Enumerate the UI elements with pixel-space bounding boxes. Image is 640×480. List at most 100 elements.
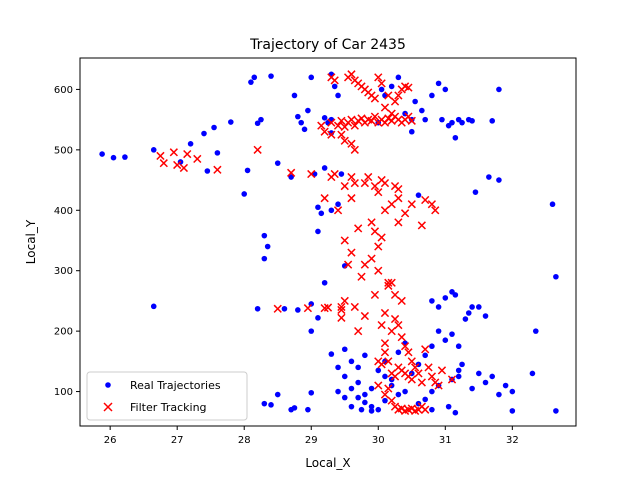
real-trajectory-point — [268, 402, 274, 408]
real-trajectory-point — [335, 92, 341, 99]
filter-tracking-point — [417, 378, 426, 387]
real-trajectory-point — [338, 171, 345, 177]
real-trajectory-point — [375, 406, 382, 413]
real-trajectory-point — [422, 352, 428, 359]
real-trajectory-point — [378, 86, 385, 93]
filter-tracking-point — [340, 296, 349, 306]
real-trajectory-point — [415, 192, 422, 198]
real-trajectory-point — [295, 113, 301, 120]
real-trajectory-point — [328, 207, 335, 214]
real-trajectory-point — [362, 352, 368, 359]
real-trajectory-point — [244, 167, 251, 174]
legend-label-filter: Filter Tracking — [130, 401, 207, 414]
filter-tracking-point — [360, 178, 369, 188]
filter-tracking-point — [367, 218, 376, 227]
real-trajectory-point — [469, 118, 475, 124]
real-trajectory-point — [449, 331, 455, 337]
real-trajectory-point — [368, 385, 375, 392]
real-trajectory-point — [452, 134, 459, 141]
filter-tracking-point — [447, 375, 457, 384]
real-trajectory-point — [502, 382, 509, 389]
x-tick-label: 31 — [439, 435, 452, 446]
filter-tracking-point — [404, 348, 413, 357]
x-tick-label: 26 — [104, 435, 117, 446]
filter-tracking-point — [327, 118, 336, 127]
real-trajectory-point — [402, 388, 408, 395]
filter-tracking-point — [333, 121, 343, 130]
real-trajectory-point — [261, 232, 268, 239]
real-trajectory-point — [476, 304, 482, 310]
filter-tracking-point — [387, 326, 396, 336]
legend-label-real: Real Trajectories — [130, 379, 221, 392]
filter-tracking-point — [387, 200, 396, 209]
real-trajectory-point — [553, 273, 559, 280]
filter-tracking-point — [414, 369, 423, 378]
filter-tracking-point — [333, 206, 343, 215]
filter-tracking-point — [421, 345, 430, 354]
real-trajectory-point — [429, 298, 435, 304]
filter-tracking-point — [287, 168, 296, 177]
real-trajectory-point — [331, 83, 338, 90]
filter-tracking-point — [360, 260, 369, 269]
real-trajectory-point — [308, 389, 315, 396]
filter-tracking-point — [407, 375, 416, 384]
filter-tracking-point — [421, 195, 430, 205]
filter-tracking-point — [354, 224, 363, 233]
x-tick-label: 29 — [305, 435, 318, 446]
filter-tracking-point — [350, 178, 359, 188]
real-trajectory-point — [214, 150, 221, 156]
real-trajectory-point — [452, 409, 459, 416]
filter-tracking-point — [394, 184, 403, 194]
filter-tracking-point — [337, 116, 346, 125]
filter-tracking-point — [213, 165, 222, 174]
plot-frame — [79, 57, 577, 427]
filter-tracking-point — [390, 290, 400, 300]
filter-tracking-point — [330, 76, 339, 85]
filter-tracking-point — [374, 73, 383, 82]
filter-tracking-point — [384, 384, 393, 393]
filter-tracking-point — [390, 314, 400, 324]
real-trajectory-point — [375, 367, 382, 374]
real-trajectory-point — [429, 92, 435, 99]
filter-tracking-point — [387, 109, 396, 118]
series-filter-tracking — [156, 70, 457, 416]
real-trajectory-point — [462, 316, 469, 322]
filter-tracking-point — [183, 149, 192, 159]
real-trajectory-point — [348, 403, 355, 410]
real-trajectory-point — [509, 388, 516, 395]
filter-tracking-point — [397, 296, 406, 306]
plot-background — [80, 58, 576, 426]
filter-tracking-point — [380, 308, 390, 318]
filter-tracking-point — [323, 303, 333, 312]
filter-tracking-point — [327, 172, 336, 182]
filter-tracking-point — [434, 381, 443, 390]
real-trajectory-point — [122, 154, 128, 160]
filter-tracking-point — [407, 200, 416, 209]
filter-tracking-point — [394, 218, 403, 227]
real-trajectory-point — [395, 391, 402, 398]
y-tick-label: 400 — [54, 206, 73, 217]
filter-tracking-point — [377, 175, 386, 185]
filter-tracking-point — [350, 302, 359, 312]
filter-tracking-point — [347, 70, 356, 79]
y-tick-label: 100 — [54, 387, 73, 398]
real-trajectory-point — [268, 73, 274, 79]
real-trajectory-point — [261, 400, 268, 407]
filter-tracking-point — [394, 194, 403, 203]
real-trajectory-point — [553, 408, 559, 414]
real-trajectory-point — [355, 379, 361, 386]
filter-tracking-point — [337, 305, 346, 315]
real-trajectory-point — [274, 391, 281, 398]
y-axis-label: Local_Y — [24, 219, 38, 264]
filter-tracking-point — [394, 91, 403, 100]
filter-tracking-point — [427, 200, 437, 209]
filter-tracking-point — [380, 348, 390, 357]
filter-tracking-point — [337, 130, 346, 139]
real-trajectory-point — [509, 408, 516, 414]
filter-tracking-point — [347, 248, 356, 257]
real-trajectory-point — [298, 119, 304, 126]
x-axis-ticks: 26 27 28 29 30 31 32 — [104, 426, 519, 446]
real-trajectory-point — [335, 201, 341, 208]
real-trajectory-point — [439, 116, 445, 123]
filter-tracking-point — [380, 339, 390, 348]
